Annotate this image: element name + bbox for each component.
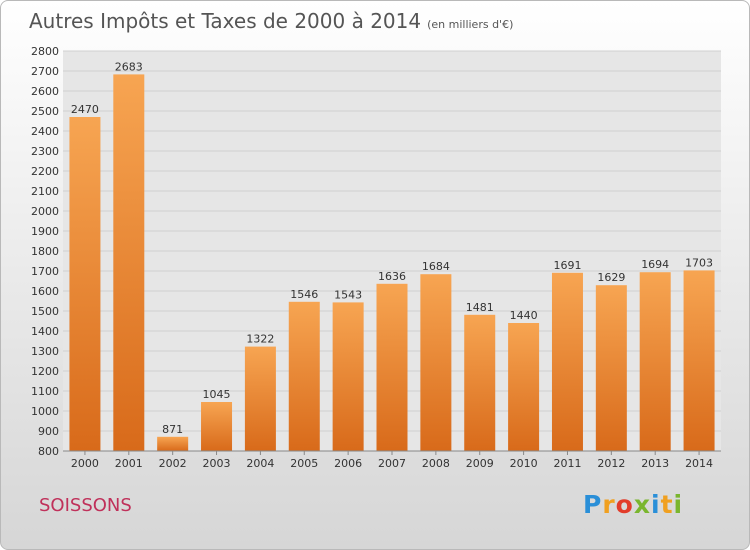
x-tick-label: 2005 bbox=[290, 457, 318, 470]
bar-2010 bbox=[508, 323, 540, 451]
value-label: 1481 bbox=[466, 301, 494, 314]
value-label: 1543 bbox=[334, 288, 362, 301]
x-tick-label: 2006 bbox=[334, 457, 362, 470]
y-tick-label: 800 bbox=[38, 445, 59, 458]
x-tick-label: 2013 bbox=[641, 457, 669, 470]
bar-2000 bbox=[69, 117, 101, 451]
x-tick-label: 2014 bbox=[685, 457, 713, 470]
y-tick-label: 1200 bbox=[31, 365, 59, 378]
proxiti-logo: Proxiti bbox=[583, 490, 683, 519]
y-tick-label: 1600 bbox=[31, 285, 59, 298]
value-label: 1322 bbox=[246, 333, 274, 346]
y-tick-label: 1400 bbox=[31, 325, 59, 338]
logo-letter: i bbox=[673, 490, 684, 519]
bar-2013 bbox=[639, 272, 671, 451]
logo-letter: i bbox=[651, 490, 661, 519]
value-label: 1691 bbox=[553, 259, 581, 272]
y-tick-label: 2700 bbox=[31, 65, 59, 78]
value-label: 2470 bbox=[71, 103, 99, 116]
y-tick-label: 1700 bbox=[31, 265, 59, 278]
logo-letter: o bbox=[615, 490, 634, 519]
x-tick-label: 2001 bbox=[115, 457, 143, 470]
chart-title: Autres Impôts et Taxes de 2000 à 2014 (en… bbox=[29, 9, 513, 33]
x-tick-label: 2007 bbox=[378, 457, 406, 470]
bar-2001 bbox=[113, 74, 145, 452]
y-tick-label: 2200 bbox=[31, 165, 59, 178]
logo-letter: P bbox=[583, 490, 603, 519]
bar-2007 bbox=[376, 283, 408, 451]
bar-2006 bbox=[332, 302, 364, 451]
x-tick-label: 2010 bbox=[510, 457, 538, 470]
y-tick-label: 1300 bbox=[31, 345, 59, 358]
x-axis-ticks: 2000 2001 2002 2003 2004 2005 2006 2007 2008 2009… bbox=[71, 451, 713, 470]
logo-letter: t bbox=[660, 490, 674, 519]
y-tick-label: 2500 bbox=[31, 105, 59, 118]
city-name: SOISSONS bbox=[39, 495, 132, 516]
bar-2009 bbox=[464, 314, 496, 451]
value-label: 1629 bbox=[597, 271, 625, 284]
y-tick-label: 2400 bbox=[31, 125, 59, 138]
y-tick-label: 1000 bbox=[31, 405, 59, 418]
x-tick-label: 2004 bbox=[246, 457, 274, 470]
bar-2011 bbox=[551, 272, 583, 451]
y-tick-label: 2300 bbox=[31, 145, 59, 158]
value-label: 2683 bbox=[115, 60, 143, 73]
value-label: 1694 bbox=[641, 258, 669, 271]
logo-letter: r bbox=[602, 490, 616, 519]
bar-2014 bbox=[683, 270, 715, 451]
value-labels: 2470 2683 871 1045 1322 1546 1543 1636 1684 1481 1… bbox=[71, 60, 713, 435]
y-axis-ticks: 800 900 1000 1100 1200 1300 1400 1500 1600 1700 18… bbox=[31, 45, 59, 458]
x-tick-label: 2008 bbox=[422, 457, 450, 470]
y-tick-label: 1100 bbox=[31, 385, 59, 398]
y-tick-label: 1800 bbox=[31, 245, 59, 258]
x-tick-label: 2011 bbox=[553, 457, 581, 470]
chart-title-text: Autres Impôts et Taxes de 2000 à 2014 bbox=[29, 9, 422, 33]
y-tick-label: 900 bbox=[38, 425, 59, 438]
value-label: 1636 bbox=[378, 270, 406, 283]
y-tick-label: 1500 bbox=[31, 305, 59, 318]
bar-2002 bbox=[157, 436, 189, 451]
value-label: 1045 bbox=[203, 388, 231, 401]
chart-unit: (en milliers d'€) bbox=[427, 18, 514, 31]
x-tick-label: 2012 bbox=[597, 457, 625, 470]
logo-letter: x bbox=[633, 490, 651, 519]
x-tick-label: 2002 bbox=[159, 457, 187, 470]
x-tick-label: 2009 bbox=[466, 457, 494, 470]
bar-2004 bbox=[244, 346, 276, 451]
bar-2005 bbox=[288, 301, 320, 451]
y-tick-label: 2800 bbox=[31, 45, 59, 58]
y-tick-label: 2100 bbox=[31, 185, 59, 198]
bar-2012 bbox=[595, 285, 627, 451]
value-label: 1703 bbox=[685, 256, 713, 269]
bars bbox=[69, 74, 715, 452]
bar-2008 bbox=[420, 274, 452, 451]
value-label: 871 bbox=[162, 423, 183, 436]
y-tick-label: 2600 bbox=[31, 85, 59, 98]
value-label: 1546 bbox=[290, 288, 318, 301]
x-tick-label: 2003 bbox=[203, 457, 231, 470]
bar-2003 bbox=[201, 402, 233, 451]
x-tick-label: 2000 bbox=[71, 457, 99, 470]
value-label: 1440 bbox=[510, 309, 538, 322]
value-label: 1684 bbox=[422, 260, 450, 273]
y-tick-label: 1900 bbox=[31, 225, 59, 238]
y-tick-label: 2000 bbox=[31, 205, 59, 218]
